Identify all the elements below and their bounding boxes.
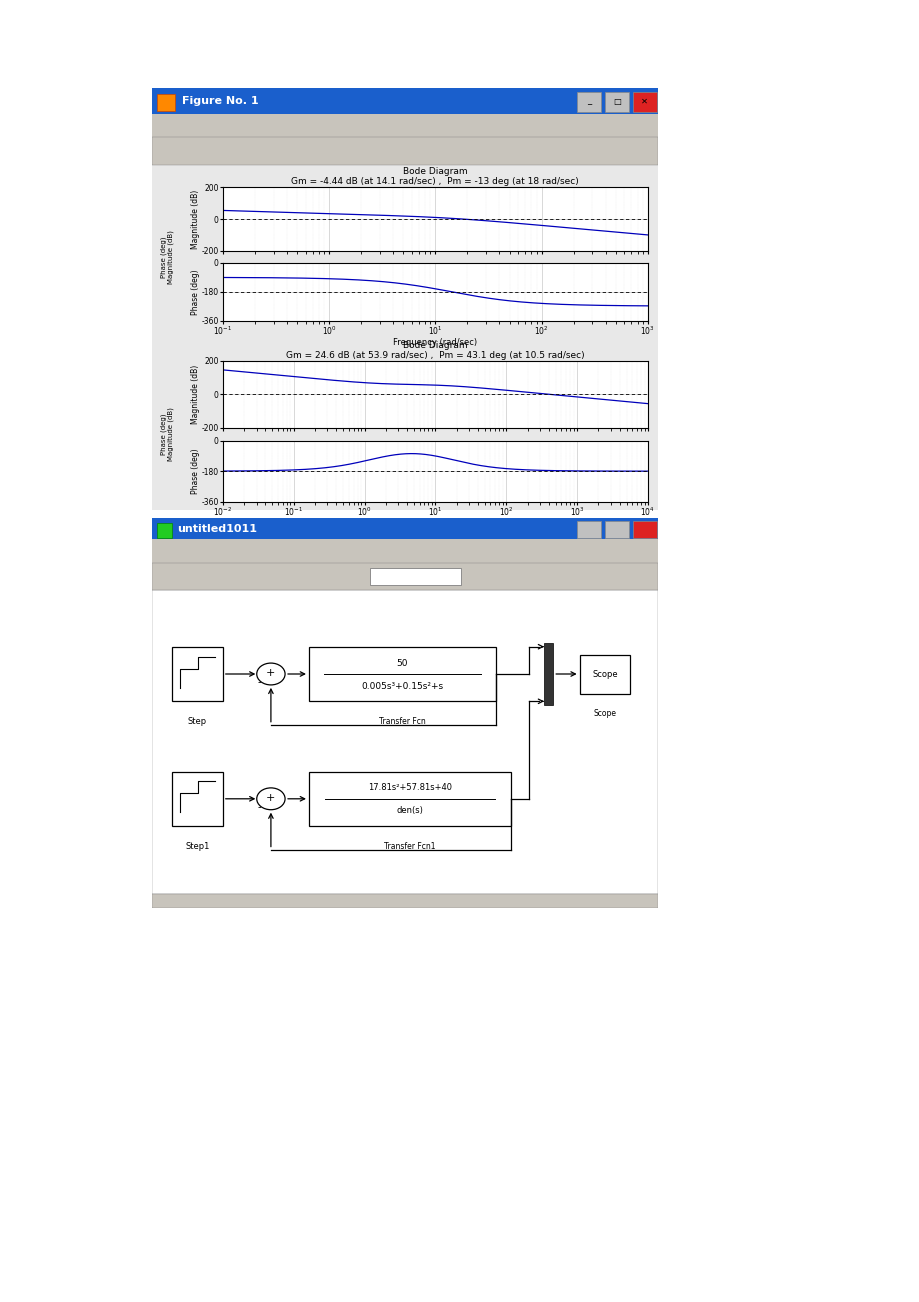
Text: +: + (266, 668, 276, 678)
Text: ode45: ode45 (531, 897, 556, 906)
Text: Insert: Insert (359, 121, 391, 130)
FancyBboxPatch shape (152, 590, 657, 894)
Text: 0.005s³+0.15s²+s: 0.005s³+0.15s²+s (361, 681, 443, 690)
FancyBboxPatch shape (369, 568, 460, 586)
FancyBboxPatch shape (309, 772, 511, 825)
FancyBboxPatch shape (152, 894, 657, 907)
FancyBboxPatch shape (172, 647, 222, 702)
FancyBboxPatch shape (604, 92, 629, 112)
FancyBboxPatch shape (152, 562, 657, 590)
Text: _: _ (586, 96, 591, 105)
FancyBboxPatch shape (157, 522, 172, 538)
Text: Tools: Tools (485, 547, 512, 556)
FancyBboxPatch shape (309, 647, 495, 702)
FancyBboxPatch shape (576, 92, 601, 112)
Text: -: - (256, 802, 260, 812)
Text: File: File (162, 121, 184, 130)
FancyBboxPatch shape (152, 115, 657, 138)
Text: File: File (157, 547, 178, 556)
X-axis label: Frequency (rad/sec): Frequency (rad/sec) (392, 339, 477, 348)
FancyBboxPatch shape (152, 539, 657, 562)
Y-axis label: Phase (deg): Phase (deg) (191, 448, 199, 493)
Text: den(s): den(s) (396, 806, 423, 815)
Text: Help: Help (556, 121, 578, 130)
Text: Transfer Fcn1: Transfer Fcn1 (384, 841, 436, 850)
Text: Scope: Scope (592, 669, 617, 678)
Text: ✕: ✕ (641, 96, 648, 105)
Text: Scope: Scope (593, 710, 616, 719)
Text: View: View (289, 547, 310, 556)
FancyBboxPatch shape (157, 94, 175, 111)
Y-axis label: Magnitude (dB): Magnitude (dB) (191, 189, 199, 249)
Text: untitled1011: untitled1011 (177, 523, 257, 534)
Y-axis label: Magnitude (dB): Magnitude (dB) (191, 365, 199, 424)
Text: 17.81s²+57.81s+40: 17.81s²+57.81s+40 (368, 784, 451, 793)
FancyBboxPatch shape (632, 92, 656, 112)
Text: Phase (deg)
Magnitude (dB): Phase (deg) Magnitude (dB) (160, 230, 174, 284)
FancyBboxPatch shape (152, 89, 657, 115)
Y-axis label: Phase (deg): Phase (deg) (191, 270, 199, 315)
Text: Transfer Fcn: Transfer Fcn (379, 717, 425, 727)
FancyBboxPatch shape (543, 643, 552, 706)
Text: □  ⊞  ■  ⊟     ▲  ↗  /     ⊕  ⊖  ↺: □ ⊞ ■ ⊟ ▲ ↗ / ⊕ ⊖ ↺ (339, 147, 470, 156)
Text: □: □ (612, 96, 620, 105)
Text: Format: Format (420, 547, 451, 556)
Text: Help: Help (551, 547, 573, 556)
Text: Normal: Normal (381, 572, 414, 581)
Text: Step: Step (187, 717, 207, 727)
FancyBboxPatch shape (579, 655, 630, 694)
Text: Figure No. 1: Figure No. 1 (182, 96, 259, 105)
FancyBboxPatch shape (576, 521, 601, 538)
X-axis label: Frequency (rad/sec): Frequency (rad/sec) (392, 519, 477, 529)
Text: +: + (266, 793, 276, 803)
Text: Phase (deg)
Magnitude (dB): Phase (deg) Magnitude (dB) (160, 408, 174, 461)
FancyBboxPatch shape (604, 521, 629, 538)
Text: Ready: Ready (162, 897, 187, 906)
Text: Tools: Tools (425, 121, 451, 130)
Title: Bode Diagram
Gm = -4.44 dB (at 14.1 rad/sec) ,  Pm = -13 deg (at 18 rad/sec): Bode Diagram Gm = -4.44 dB (at 14.1 rad/… (291, 167, 579, 186)
Text: ▶: ▶ (334, 572, 341, 582)
Text: Edit: Edit (222, 547, 244, 556)
Text: 50: 50 (396, 659, 408, 668)
FancyBboxPatch shape (152, 138, 657, 165)
FancyBboxPatch shape (172, 772, 222, 825)
Text: Window: Window (491, 121, 523, 130)
Text: -: - (256, 677, 260, 687)
Text: Edit: Edit (228, 121, 249, 130)
Text: Step1: Step1 (185, 841, 210, 850)
Title: Bode Diagram
Gm = 24.6 dB (at 53.9 rad/sec) ,  Pm = 43.1 deg (at 10.5 rad/sec): Bode Diagram Gm = 24.6 dB (at 53.9 rad/s… (286, 341, 584, 361)
Text: View: View (293, 121, 315, 130)
FancyBboxPatch shape (632, 521, 656, 538)
Text: Simulation: Simulation (354, 547, 406, 556)
FancyBboxPatch shape (152, 165, 657, 510)
FancyBboxPatch shape (152, 518, 657, 539)
Text: 100%: 100% (364, 897, 384, 906)
